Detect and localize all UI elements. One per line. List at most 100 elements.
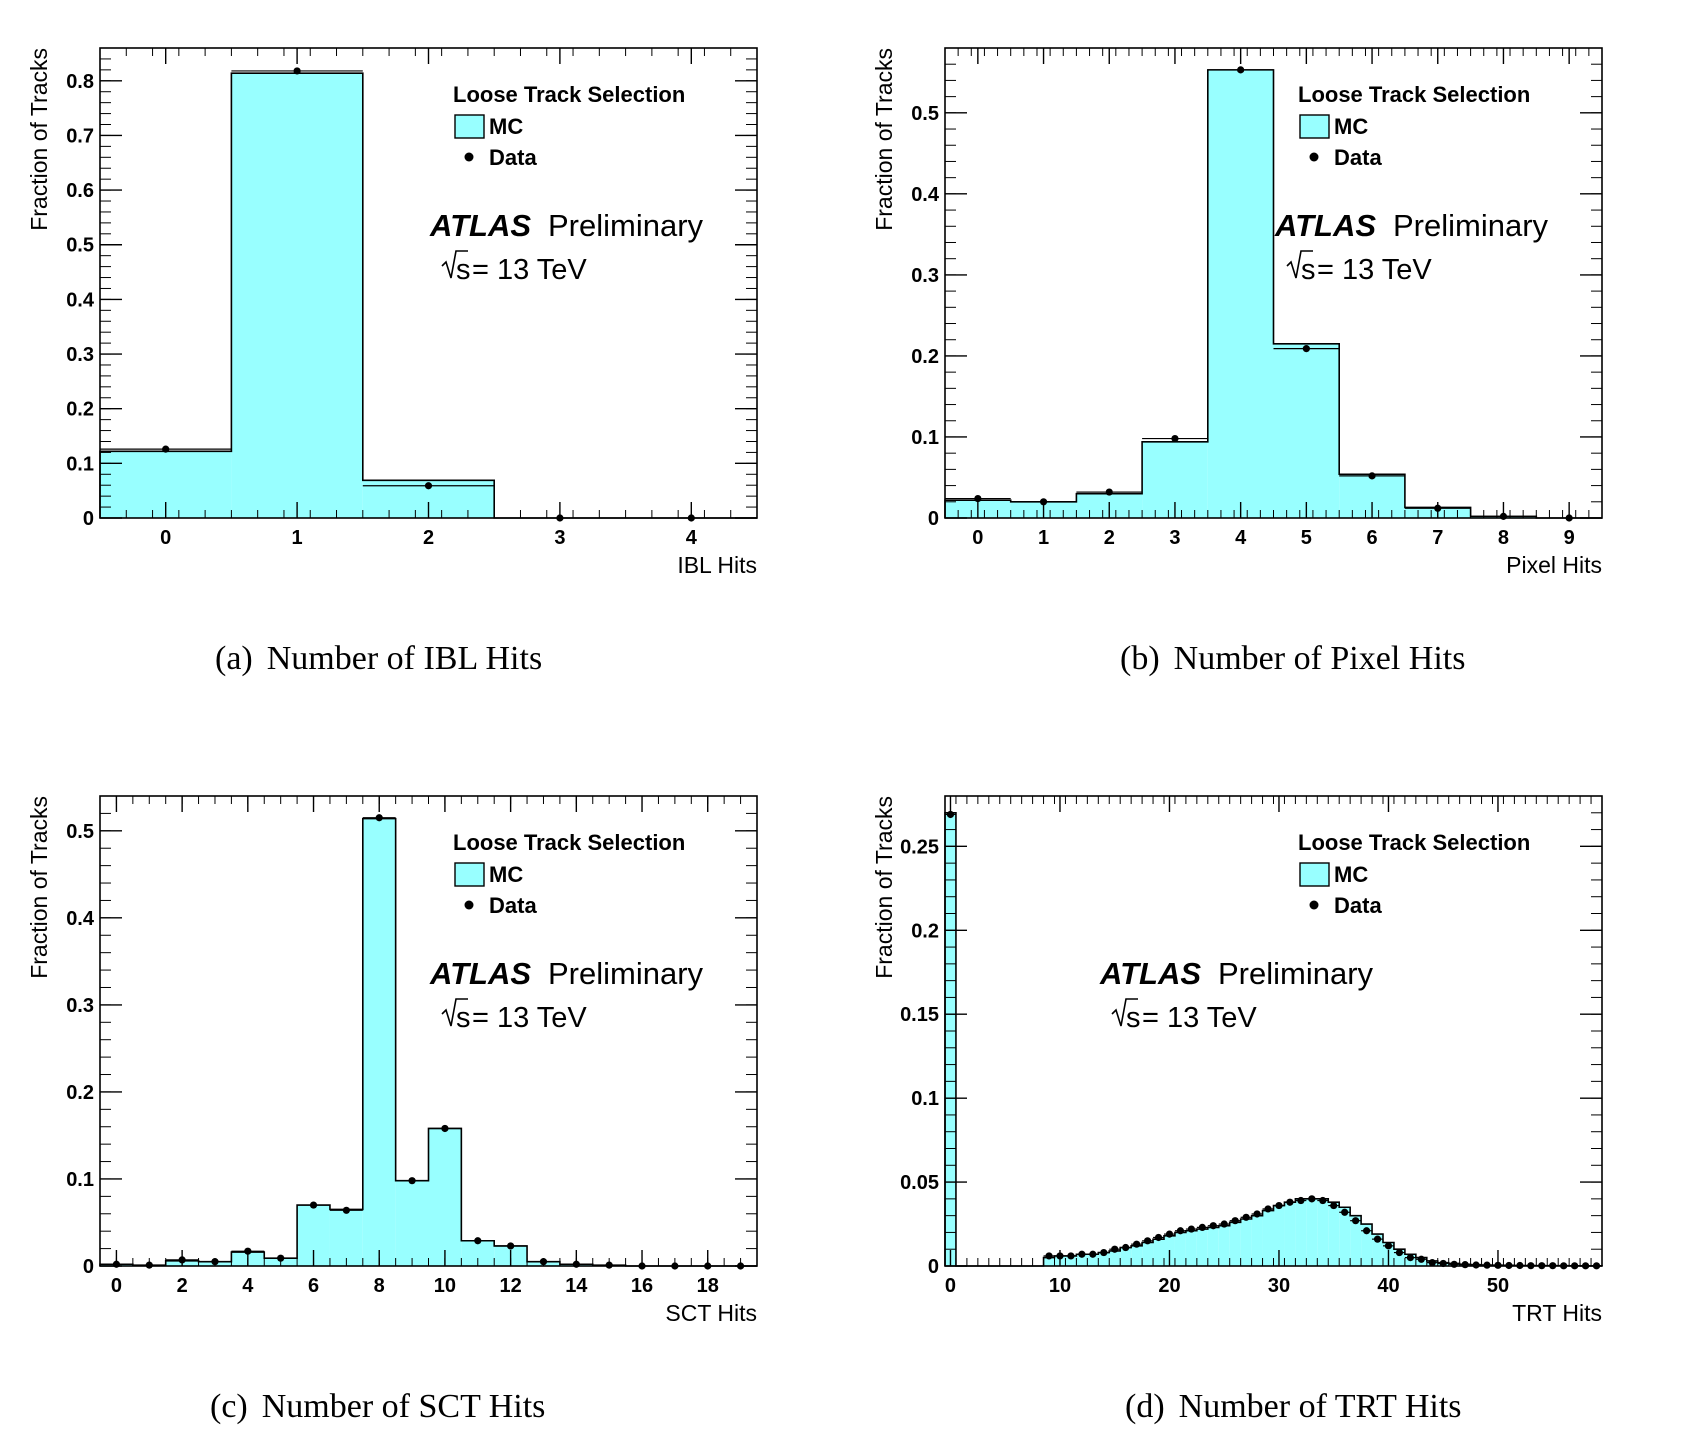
y-ticks: 0 0.1 0.2 0.3 0.4 0.5 xyxy=(911,47,1602,530)
data-point xyxy=(1237,66,1245,74)
atlas-status: Preliminary xyxy=(548,208,704,243)
y-tick-label: 0.3 xyxy=(911,265,939,287)
caption-label: (c) xyxy=(210,1388,248,1425)
caption-text: Number of Pixel Hits xyxy=(1173,640,1466,677)
legend-data-marker xyxy=(464,900,474,910)
data-point xyxy=(162,445,170,453)
x-axis-label: SCT Hits xyxy=(665,1300,757,1326)
x-tick-label: 2 xyxy=(423,527,434,549)
x-tick-label: 0 xyxy=(160,527,171,549)
data-point xyxy=(1297,1196,1305,1205)
mc-bar xyxy=(1185,1230,1197,1266)
mc-bar xyxy=(1251,1215,1263,1266)
atlas-name: ATLAS xyxy=(1274,208,1376,243)
mc-histogram xyxy=(945,812,1602,1266)
atlas-label: ATLAS Preliminary s = 13 TeV xyxy=(429,956,704,1034)
data-point xyxy=(687,514,695,522)
x-tick-label: 18 xyxy=(697,1275,719,1297)
data-point xyxy=(1330,1201,1338,1210)
caption-trt: (d) Number of TRT Hits xyxy=(1125,1388,1462,1426)
data-point xyxy=(408,1177,416,1185)
data-point xyxy=(1089,1250,1097,1258)
mc-bar xyxy=(362,818,396,1266)
legend-data-marker xyxy=(1309,900,1319,910)
y-tick-label: 0.1 xyxy=(911,427,939,449)
x-axis-label: TRT Hits xyxy=(1512,1300,1602,1326)
data-point xyxy=(1122,1243,1130,1252)
caption-text: Number of SCT Hits xyxy=(261,1388,546,1425)
data-point xyxy=(112,1260,121,1268)
data-point xyxy=(1439,1259,1447,1268)
y-tick-label: 0.3 xyxy=(66,995,94,1017)
mc-bar xyxy=(1361,1224,1373,1266)
atlas-status: Preliminary xyxy=(548,956,704,991)
x-tick-label: 2 xyxy=(1104,527,1115,549)
energy-value: = 13 TeV xyxy=(472,254,587,286)
legend-mc-label: MC xyxy=(1334,114,1368,139)
legend-data-label: Data xyxy=(1334,893,1382,918)
data-point xyxy=(1560,1262,1568,1270)
data-point xyxy=(1461,1261,1469,1269)
y-tick-label: 0 xyxy=(83,508,94,530)
data-point xyxy=(1198,1223,1206,1231)
data-point xyxy=(342,1206,350,1214)
data-point xyxy=(1565,514,1573,522)
mc-bar xyxy=(1174,1232,1186,1266)
data-points xyxy=(162,67,695,522)
x-tick-label: 1 xyxy=(292,527,303,549)
y-axis-label: Fraction of Tracks xyxy=(871,796,897,979)
ibl-hits-chart: 0 0.1 0.2 0.3 0.4 0.5 0.6 0.7 0.8 0 1 2 3 4 IBL Hits Fr… xyxy=(26,47,758,578)
legend-mc-label: MC xyxy=(489,114,523,139)
data-points xyxy=(946,810,1601,1270)
data-point xyxy=(1176,1227,1185,1235)
data-point xyxy=(1592,1262,1601,1270)
caption-sct: (c) Number of SCT Hits xyxy=(210,1388,545,1426)
data-point xyxy=(1078,1250,1086,1258)
data-point xyxy=(1362,1227,1371,1235)
chart-panel-pixel: 0 0.1 0.2 0.3 0.4 0.5 0 1 2 3 4 5 6 7 8 9 Pixel Hits Frac… xyxy=(845,0,1690,721)
data-point xyxy=(605,1261,613,1269)
mc-bar xyxy=(1295,1198,1307,1266)
mc-histogram xyxy=(100,73,495,519)
legend: Loose Track Selection MC Data xyxy=(453,82,685,170)
legend-mc-label: MC xyxy=(489,862,523,887)
data-point xyxy=(736,1262,745,1270)
mc-bar xyxy=(945,812,956,1266)
legend: Loose Track Selection MC Data xyxy=(453,830,685,918)
y-ticks: 0 0.05 0.1 0.15 0.2 0.25 xyxy=(900,795,1602,1278)
data-point xyxy=(556,514,564,522)
mc-bar xyxy=(1273,1205,1285,1266)
legend-data-marker xyxy=(464,152,474,162)
data-point xyxy=(1450,1260,1458,1268)
atlas-label: ATLAS Preliminary s = 13 TeV xyxy=(1274,208,1549,286)
caption-pixel: (b) Number of Pixel Hits xyxy=(1120,640,1465,678)
x-tick-label: 4 xyxy=(686,527,698,549)
legend: Loose Track Selection MC Data xyxy=(1298,830,1530,918)
mc-bar xyxy=(1043,1257,1055,1266)
mc-bar xyxy=(1087,1254,1099,1266)
mc-bar xyxy=(1306,1198,1318,1266)
mc-bar xyxy=(329,1209,363,1266)
data-point xyxy=(1406,1254,1414,1262)
y-tick-label: 0.4 xyxy=(66,289,95,311)
data-bin-markers xyxy=(945,813,1602,1267)
x-tick-label: 12 xyxy=(500,1275,522,1297)
data-point xyxy=(1384,1242,1393,1250)
legend-data-marker xyxy=(1309,152,1319,162)
y-tick-label: 0.2 xyxy=(911,346,939,368)
data-point xyxy=(1352,1217,1360,1225)
x-tick-label: 20 xyxy=(1158,1275,1180,1297)
data-point xyxy=(1428,1259,1436,1267)
data-point xyxy=(671,1262,679,1270)
y-tick-label: 0.7 xyxy=(66,125,94,147)
x-tick-label: 8 xyxy=(1498,527,1509,549)
data-point xyxy=(1067,1252,1075,1260)
data-point xyxy=(1483,1261,1491,1269)
x-tick-label: 10 xyxy=(434,1275,456,1297)
legend-mc-swatch xyxy=(1299,114,1330,139)
mc-bar xyxy=(1207,69,1274,519)
y-tick-label: 0.4 xyxy=(911,184,940,206)
plot-frame xyxy=(944,795,1603,1267)
x-axis-label: IBL Hits xyxy=(677,552,757,578)
